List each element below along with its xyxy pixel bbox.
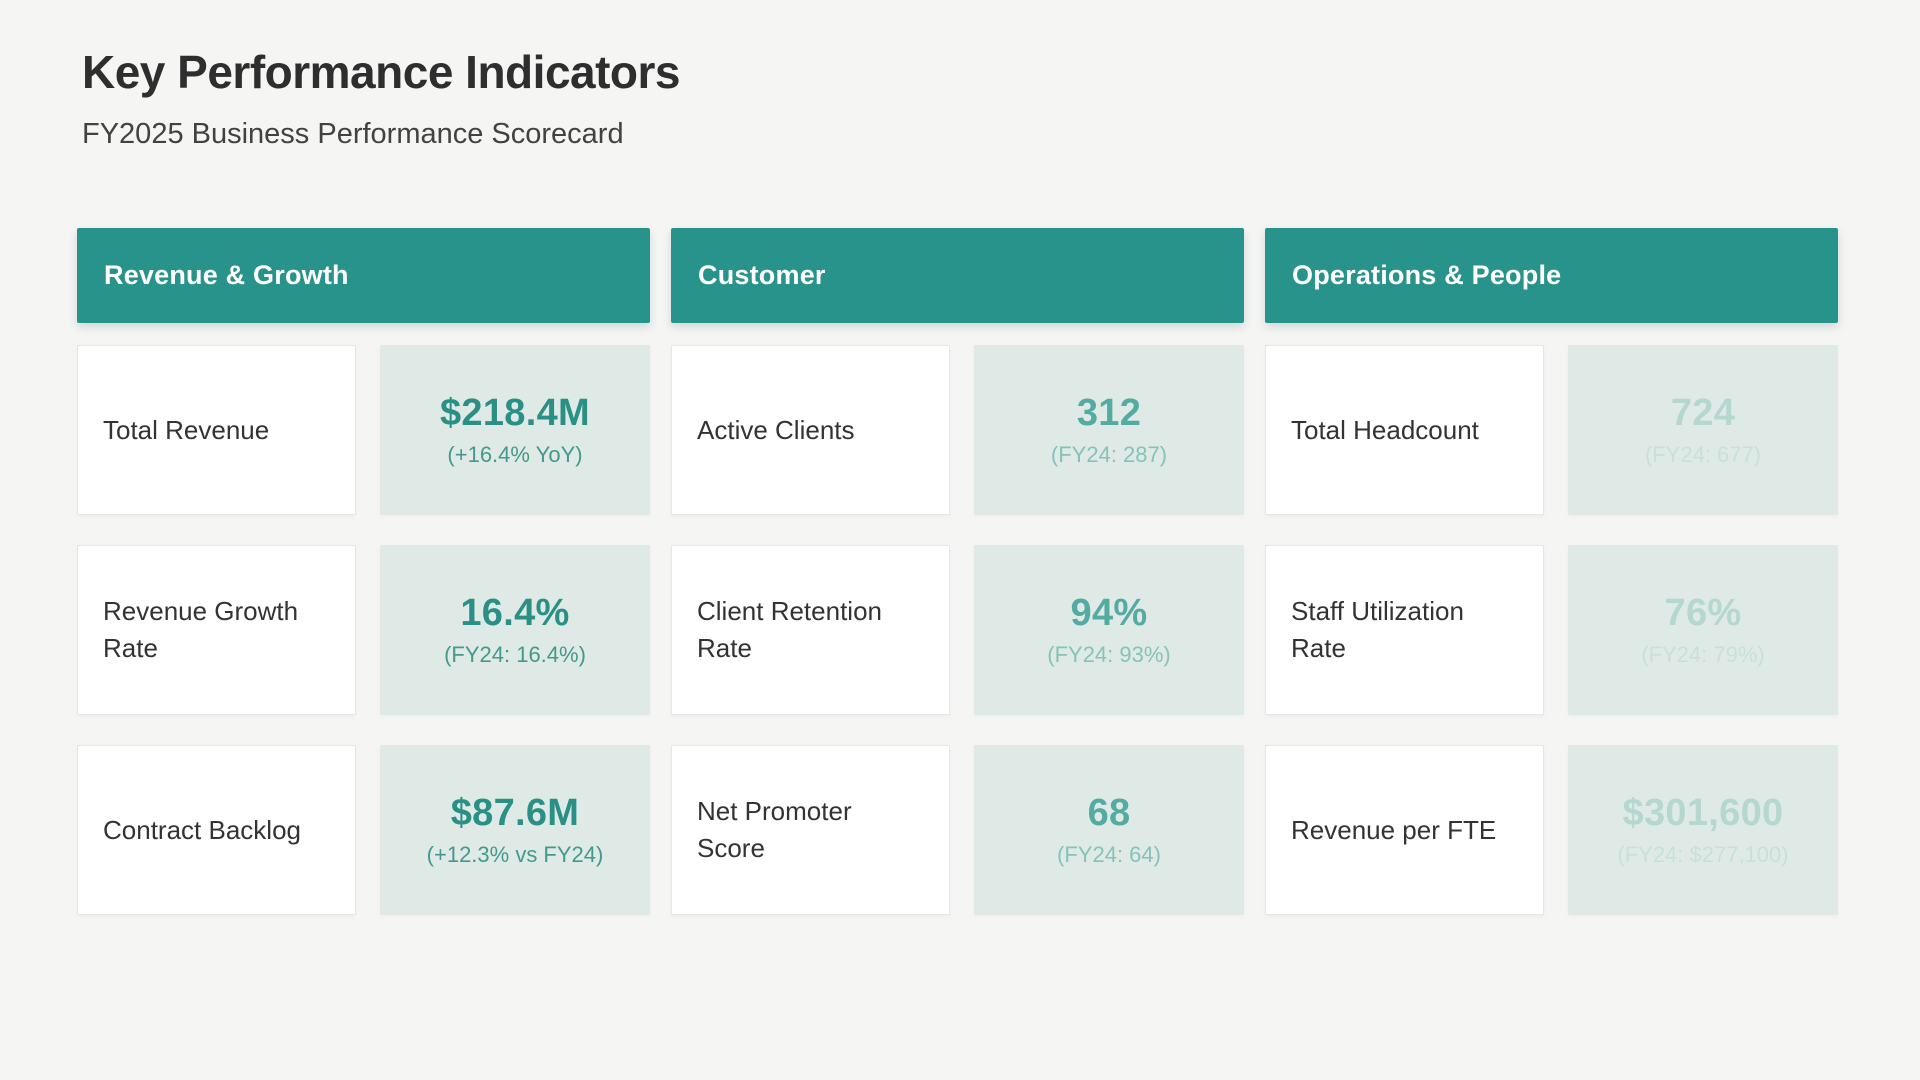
- page-subtitle: FY2025 Business Performance Scorecard: [82, 118, 624, 150]
- kpi-comparison: (FY24: 287): [1050, 442, 1168, 467]
- kpi-category-column: Operations & People Total Headcount 724 …: [1265, 228, 1838, 915]
- kpi-value-card: 16.4% (FY24: 16.4%): [380, 545, 650, 715]
- category-header-label: Operations & People: [1292, 260, 1562, 290]
- category-rows: Total Headcount 724 (FY24: 677) Staff Ut…: [1265, 345, 1838, 915]
- kpi-label: Revenue Growth Rate: [103, 596, 299, 663]
- kpi-value-card: 68 (FY24: 64): [974, 745, 1244, 915]
- kpi-row: Active Clients 312 (FY24: 287): [671, 345, 1244, 515]
- kpi-label: Active Clients: [697, 414, 855, 445]
- kpi-value-card: 312 (FY24: 287): [974, 345, 1244, 515]
- category-header: Customer: [671, 228, 1244, 323]
- kpi-comparison: (FY24: 64): [1057, 842, 1161, 867]
- kpi-label-card: Revenue Growth Rate: [77, 545, 356, 715]
- kpi-value: $87.6M: [450, 792, 580, 834]
- kpi-value-card: 724 (FY24: 677): [1568, 345, 1838, 515]
- kpi-label-card: Total Headcount: [1265, 345, 1544, 515]
- kpi-row: Contract Backlog $87.6M (+12.3% vs FY24): [77, 745, 650, 915]
- kpi-category-column: Customer Active Clients 312 (FY24: 287) …: [671, 228, 1244, 915]
- kpi-row: Client Retention Rate 94% (FY24: 93%): [671, 545, 1244, 715]
- kpi-label: Net Promoter Score: [697, 796, 852, 863]
- kpi-value-card: $87.6M (+12.3% vs FY24): [380, 745, 650, 915]
- kpi-label-card: Contract Backlog: [77, 745, 356, 915]
- kpi-value-card: 76% (FY24: 79%): [1568, 545, 1838, 715]
- kpi-label: Client Retention Rate: [697, 596, 882, 663]
- kpi-value: 68: [1087, 792, 1131, 834]
- kpi-label: Contract Backlog: [103, 814, 301, 845]
- kpi-label-card: Net Promoter Score: [671, 745, 950, 915]
- kpi-category-column: Revenue & Growth Total Revenue $218.4M (…: [77, 228, 650, 915]
- kpi-comparison: (+12.3% vs FY24): [426, 842, 604, 867]
- kpi-value: 724: [1670, 392, 1736, 434]
- kpi-label: Revenue per FTE: [1291, 814, 1497, 845]
- kpi-value-card: 94% (FY24: 93%): [974, 545, 1244, 715]
- kpi-comparison: (FY24: $277,100): [1617, 842, 1789, 867]
- kpi-row: Total Headcount 724 (FY24: 677): [1265, 345, 1838, 515]
- kpi-label: Total Headcount: [1291, 414, 1479, 445]
- kpi-value: 76%: [1664, 592, 1742, 634]
- kpi-value: $218.4M: [440, 392, 590, 434]
- kpi-row: Revenue per FTE $301,600 (FY24: $277,100…: [1265, 745, 1838, 915]
- kpi-row: Staff Utilization Rate 76% (FY24: 79%): [1265, 545, 1838, 715]
- kpi-grid: Revenue & Growth Total Revenue $218.4M (…: [77, 228, 1838, 915]
- category-rows: Total Revenue $218.4M (+16.4% YoY) Reven…: [77, 345, 650, 915]
- kpi-row: Net Promoter Score 68 (FY24: 64): [671, 745, 1244, 915]
- kpi-label: Total Revenue: [103, 414, 270, 445]
- kpi-label: Staff Utilization Rate: [1291, 596, 1464, 663]
- kpi-scorecard-page: Key Performance Indicators FY2025 Busine…: [77, 46, 1838, 915]
- kpi-value-card: $218.4M (+16.4% YoY): [380, 345, 650, 515]
- kpi-row: Total Revenue $218.4M (+16.4% YoY): [77, 345, 650, 515]
- kpi-value: 312: [1076, 392, 1142, 434]
- kpi-value: $301,600: [1622, 792, 1784, 834]
- category-header-label: Revenue & Growth: [104, 260, 349, 290]
- kpi-value: 16.4%: [460, 592, 570, 634]
- kpi-value: 94%: [1070, 592, 1148, 634]
- page-title: Key Performance Indicators: [82, 46, 681, 98]
- kpi-comparison: (+16.4% YoY): [447, 442, 583, 467]
- kpi-comparison: (FY24: 79%): [1641, 642, 1765, 667]
- category-header: Operations & People: [1265, 228, 1838, 323]
- kpi-label-card: Client Retention Rate: [671, 545, 950, 715]
- kpi-label-card: Active Clients: [671, 345, 950, 515]
- kpi-comparison: (FY24: 677): [1644, 442, 1762, 467]
- kpi-row: Revenue Growth Rate 16.4% (FY24: 16.4%): [77, 545, 650, 715]
- category-header-label: Customer: [698, 260, 826, 290]
- kpi-label-card: Total Revenue: [77, 345, 356, 515]
- kpi-comparison: (FY24: 93%): [1047, 642, 1171, 667]
- kpi-label-card: Staff Utilization Rate: [1265, 545, 1544, 715]
- kpi-value-card: $301,600 (FY24: $277,100): [1568, 745, 1838, 915]
- kpi-comparison: (FY24: 16.4%): [444, 642, 586, 667]
- category-rows: Active Clients 312 (FY24: 287) Client Re…: [671, 345, 1244, 915]
- category-header: Revenue & Growth: [77, 228, 650, 323]
- kpi-label-card: Revenue per FTE: [1265, 745, 1544, 915]
